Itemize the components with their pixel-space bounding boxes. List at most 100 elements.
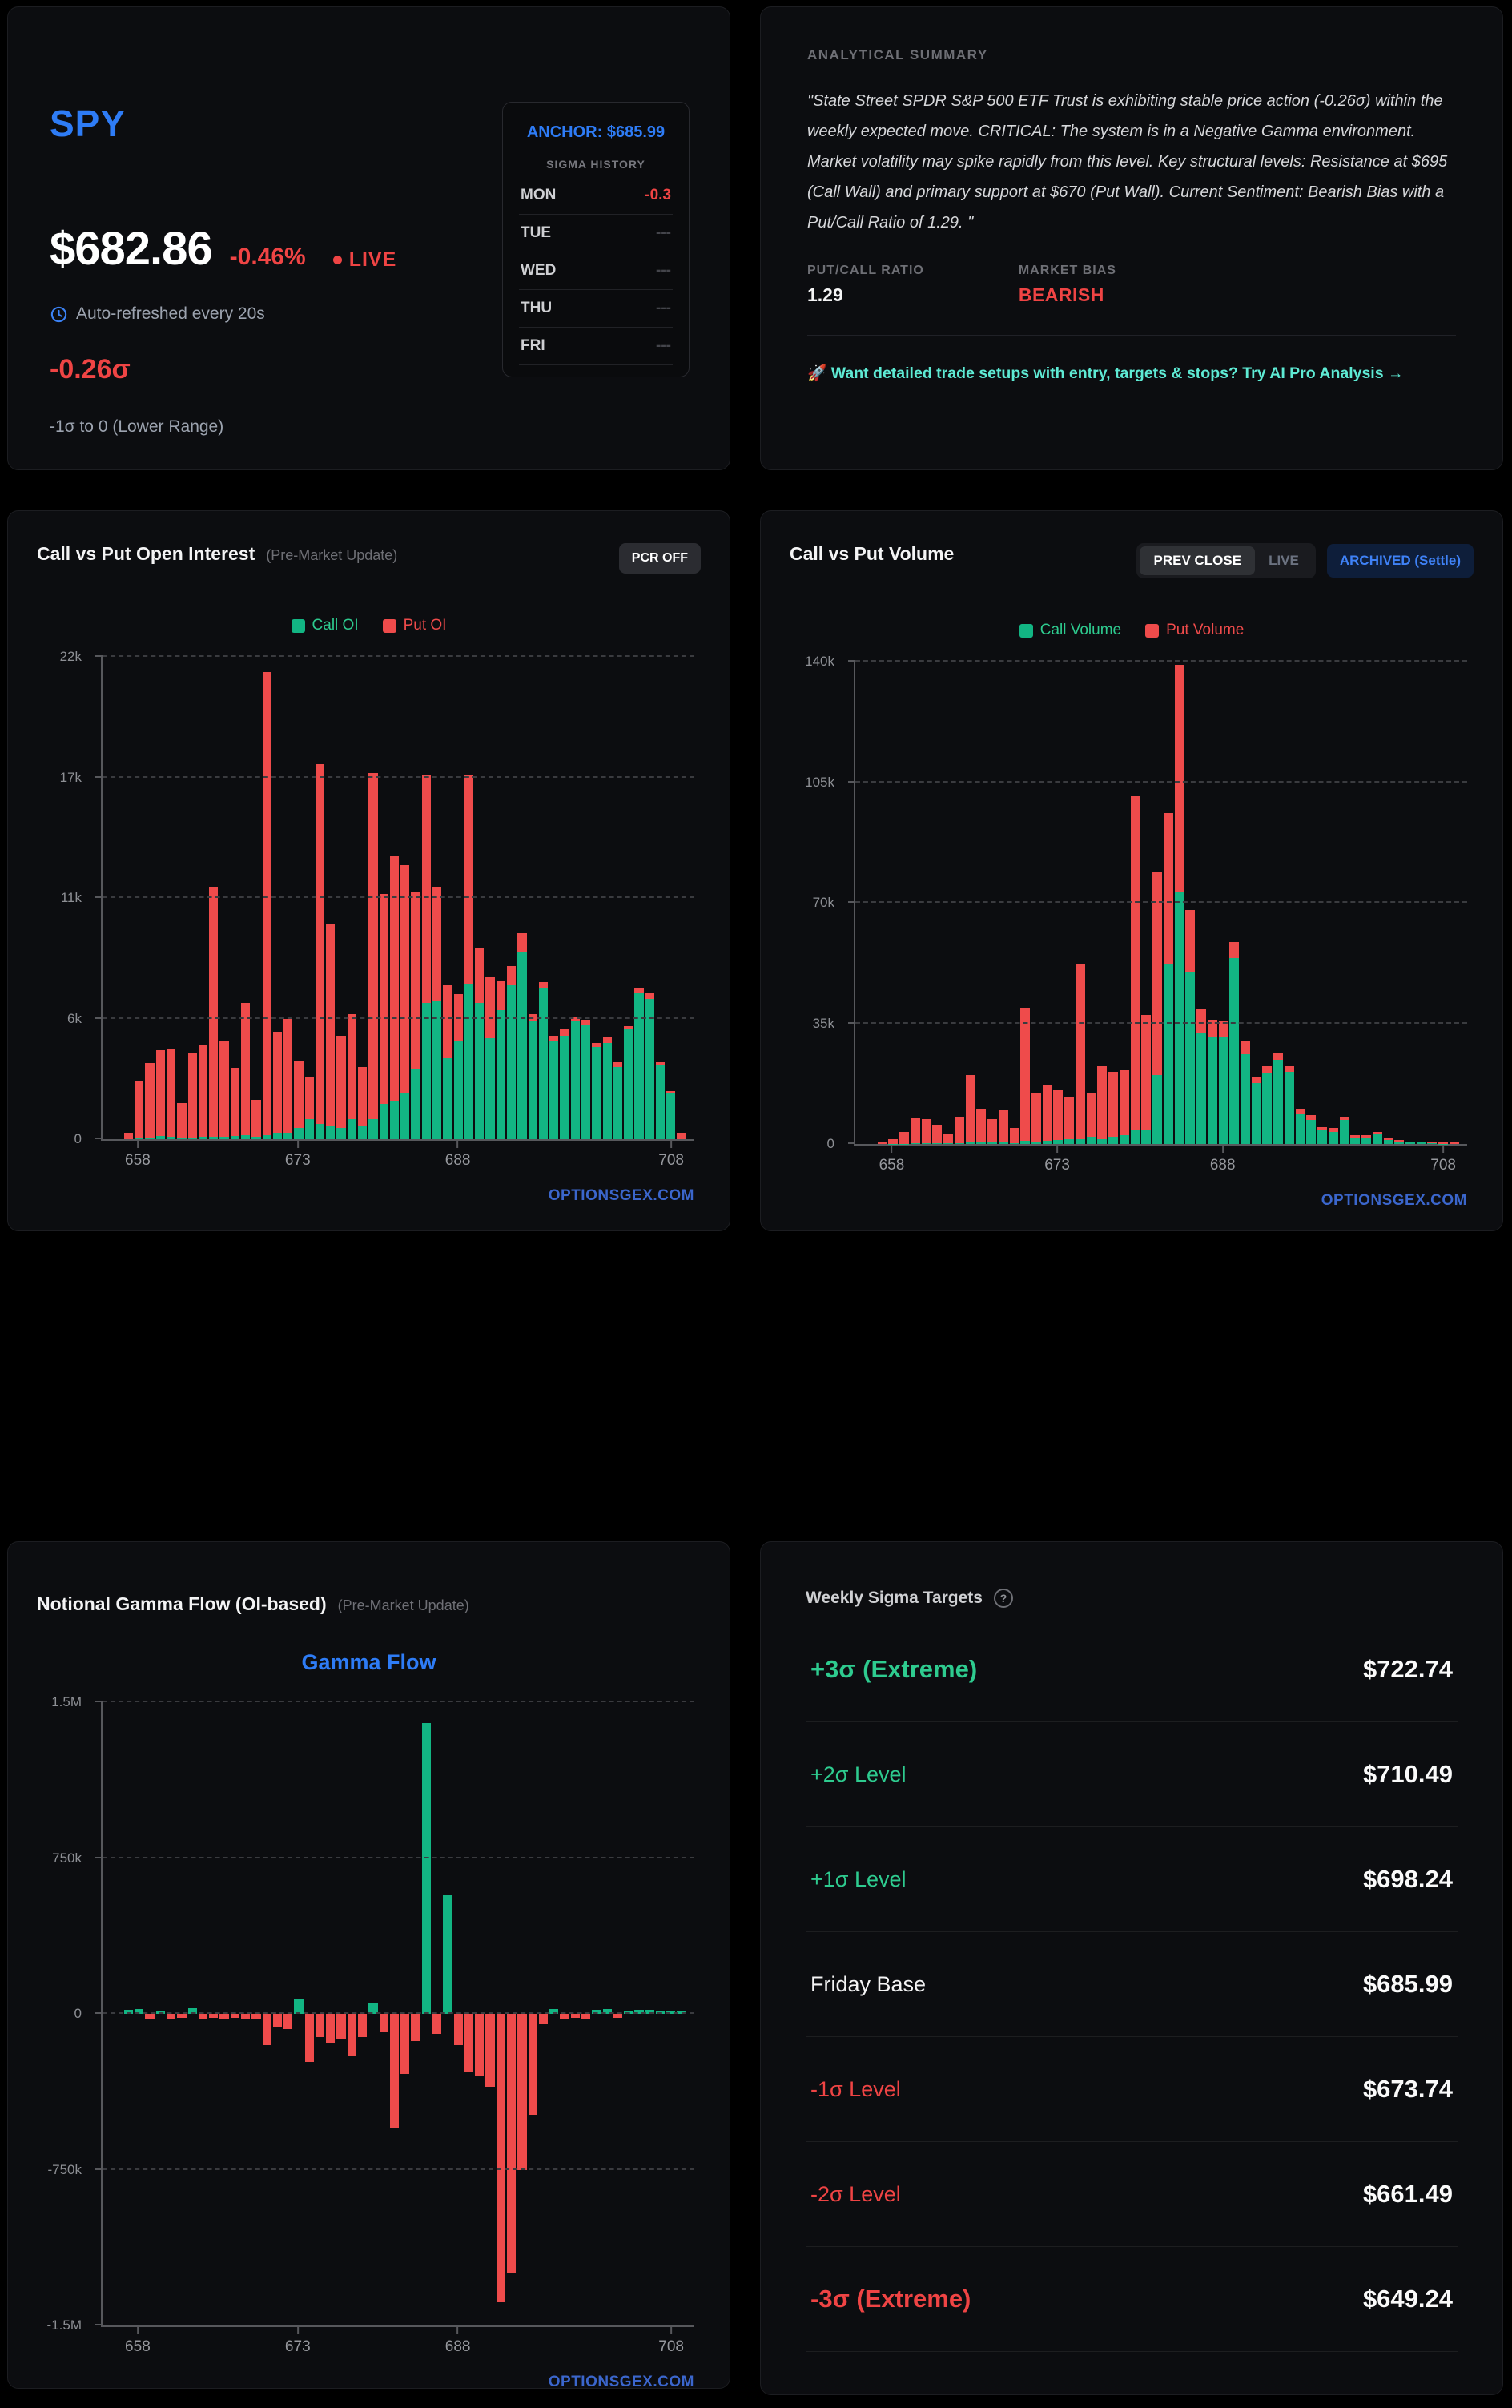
bar-slot xyxy=(1207,662,1217,1144)
bar-slot xyxy=(1196,662,1206,1144)
bar-slot xyxy=(251,1702,261,2325)
prev-close-toggle-button[interactable]: PREV CLOSE xyxy=(1140,546,1256,575)
y-axis-tick xyxy=(95,1701,103,1702)
bar-slot xyxy=(368,657,378,1139)
refresh-note: Auto-refreshed every 20s xyxy=(50,304,396,324)
call-bar-segment xyxy=(1207,1037,1217,1144)
sigma-target-row: Friday Base $685.99 xyxy=(806,1932,1458,2037)
bar-slot xyxy=(1416,662,1426,1144)
put-bar-segment xyxy=(336,1036,346,1129)
y-axis-tick xyxy=(95,655,103,657)
call-volume-legend-label: Call Volume xyxy=(1040,622,1122,638)
archived-settle-button[interactable]: ARCHIVED (Settle) xyxy=(1326,544,1474,578)
bar-slot xyxy=(899,662,909,1144)
positive-flow-bar xyxy=(135,2009,144,2014)
bar-slot xyxy=(187,657,197,1139)
call-bar-segment xyxy=(1108,1137,1118,1144)
bar-slot xyxy=(1284,662,1294,1144)
call-bar-segment xyxy=(135,1138,144,1139)
anchor-price-label: ANCHOR: $685.99 xyxy=(526,123,666,141)
bar-slot xyxy=(910,662,920,1144)
bar-slot xyxy=(1163,662,1173,1144)
sigma-target-label: +1σ Level xyxy=(810,1866,907,1891)
sigma-history-day: THU xyxy=(521,300,553,316)
put-bar-segment xyxy=(1317,1126,1327,1130)
y-axis-label: 140k xyxy=(805,654,834,669)
put-bar-segment xyxy=(677,1132,686,1139)
call-bar-segment xyxy=(581,1025,591,1139)
call-bar-segment xyxy=(230,1135,239,1139)
put-bar-segment xyxy=(888,1139,899,1144)
bar-slot xyxy=(592,1702,601,2325)
put-bar-segment xyxy=(1449,1142,1459,1144)
put-bar-segment xyxy=(432,887,442,1001)
put-bar-segment xyxy=(1163,813,1173,965)
ai-pro-analysis-link[interactable]: 🚀 Want detailed trade setups with entry,… xyxy=(807,364,1404,382)
x-axis-label: 708 xyxy=(658,2338,684,2355)
x-tick-mark xyxy=(1056,1146,1059,1153)
bar-slot xyxy=(347,657,357,1139)
put-bar-segment xyxy=(1075,964,1085,1139)
call-bar-segment xyxy=(538,988,549,1139)
help-icon[interactable]: ? xyxy=(993,1589,1013,1608)
call-bar-segment xyxy=(1251,1083,1261,1144)
bar-slot xyxy=(145,1702,155,2325)
call-bar-segment xyxy=(517,952,527,1139)
call-bar-segment xyxy=(1284,1071,1294,1144)
x-axis-tick: 673 xyxy=(285,2327,311,2356)
put-bar-segment xyxy=(1306,1114,1317,1120)
call-bar-segment xyxy=(1218,1037,1228,1144)
negative-flow-bar xyxy=(464,2014,474,2072)
bar-slot xyxy=(624,1702,633,2325)
bar-slot xyxy=(517,1702,527,2325)
put-bar-segment xyxy=(570,1016,580,1021)
x-axis-label: 708 xyxy=(1430,1157,1456,1174)
bar-slot xyxy=(358,657,368,1139)
sigma-history-day: FRI xyxy=(521,337,545,354)
call-bar-segment xyxy=(284,1132,293,1139)
put-bar-segment xyxy=(272,1031,283,1133)
negative-flow-bar xyxy=(506,2014,517,2274)
pcr-toggle-button[interactable]: PCR OFF xyxy=(618,543,701,574)
put-bar-segment xyxy=(1240,1041,1250,1055)
put-bar-segment xyxy=(581,1019,591,1025)
put-bar-segment xyxy=(1185,909,1196,972)
bar-slot xyxy=(421,657,432,1139)
anchor-sigma-history-box: ANCHOR: $685.99 SIGMA HISTORY MON -0.3 TUE… xyxy=(502,102,690,377)
negative-flow-bar xyxy=(230,2014,239,2018)
bar-slot xyxy=(135,1702,144,2325)
y-axis-label: 0 xyxy=(826,1136,834,1151)
gridline xyxy=(103,775,694,778)
summary-title: ANALYTICAL SUMMARY xyxy=(807,47,988,62)
put-bar-segment xyxy=(1042,1085,1052,1142)
call-bar-segment xyxy=(347,1119,357,1139)
call-bar-segment xyxy=(655,1064,666,1139)
y-axis-tick xyxy=(848,660,855,662)
y-axis-tick xyxy=(848,901,855,903)
put-bar-segment xyxy=(358,1066,368,1126)
bar-slot xyxy=(294,1702,304,2325)
x-axis-tick: 673 xyxy=(285,1141,311,1170)
put-bar-segment xyxy=(1097,1065,1108,1139)
bar-slot xyxy=(155,1702,165,2325)
bar-slot xyxy=(485,657,495,1139)
call-bar-segment xyxy=(1141,1130,1152,1144)
x-axis-label: 708 xyxy=(658,1152,684,1169)
bar-slot xyxy=(1328,662,1338,1144)
bar-slot xyxy=(453,657,463,1139)
put-bar-segment xyxy=(1207,1020,1217,1037)
bar-slot xyxy=(251,657,261,1139)
put-bar-segment xyxy=(1064,1097,1074,1139)
bar-slot xyxy=(954,662,964,1144)
put-bar-segment xyxy=(198,1045,208,1138)
negative-flow-bar xyxy=(432,2014,442,2034)
call-bar-segment xyxy=(294,1128,304,1139)
put-bar-segment xyxy=(145,1063,155,1138)
put-bar-segment xyxy=(655,1062,666,1065)
sigma-target-row: +1σ Level $698.24 xyxy=(806,1827,1458,1932)
negative-flow-bar xyxy=(251,2014,261,2020)
legend-item-call-volume: Call Volume xyxy=(1019,622,1121,639)
pcr-label: PUT/CALL RATIO xyxy=(807,264,924,277)
gridline xyxy=(103,1856,694,1858)
live-toggle-button[interactable]: LIVE xyxy=(1255,546,1313,575)
